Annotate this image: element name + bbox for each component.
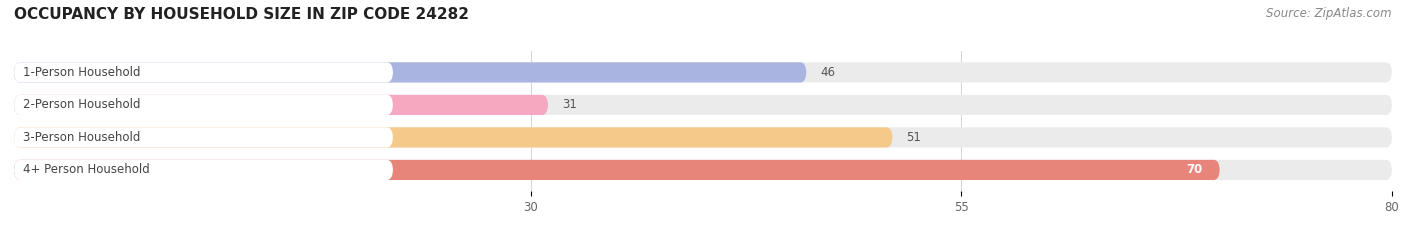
Text: OCCUPANCY BY HOUSEHOLD SIZE IN ZIP CODE 24282: OCCUPANCY BY HOUSEHOLD SIZE IN ZIP CODE … (14, 7, 470, 22)
Text: Source: ZipAtlas.com: Source: ZipAtlas.com (1267, 7, 1392, 20)
Text: 1-Person Household: 1-Person Household (22, 66, 141, 79)
FancyBboxPatch shape (14, 127, 893, 147)
FancyBboxPatch shape (14, 62, 1392, 82)
Text: 4+ Person Household: 4+ Person Household (22, 163, 149, 176)
FancyBboxPatch shape (14, 62, 807, 82)
Text: 70: 70 (1187, 163, 1202, 176)
Text: 46: 46 (820, 66, 835, 79)
FancyBboxPatch shape (14, 160, 1392, 180)
Text: 31: 31 (562, 98, 576, 111)
FancyBboxPatch shape (14, 95, 1392, 115)
Text: 3-Person Household: 3-Person Household (22, 131, 141, 144)
FancyBboxPatch shape (14, 62, 394, 82)
Text: 2-Person Household: 2-Person Household (22, 98, 141, 111)
FancyBboxPatch shape (14, 127, 394, 147)
FancyBboxPatch shape (14, 95, 394, 115)
FancyBboxPatch shape (14, 95, 548, 115)
FancyBboxPatch shape (14, 160, 394, 180)
Text: 51: 51 (907, 131, 921, 144)
FancyBboxPatch shape (14, 160, 1219, 180)
FancyBboxPatch shape (14, 127, 1392, 147)
